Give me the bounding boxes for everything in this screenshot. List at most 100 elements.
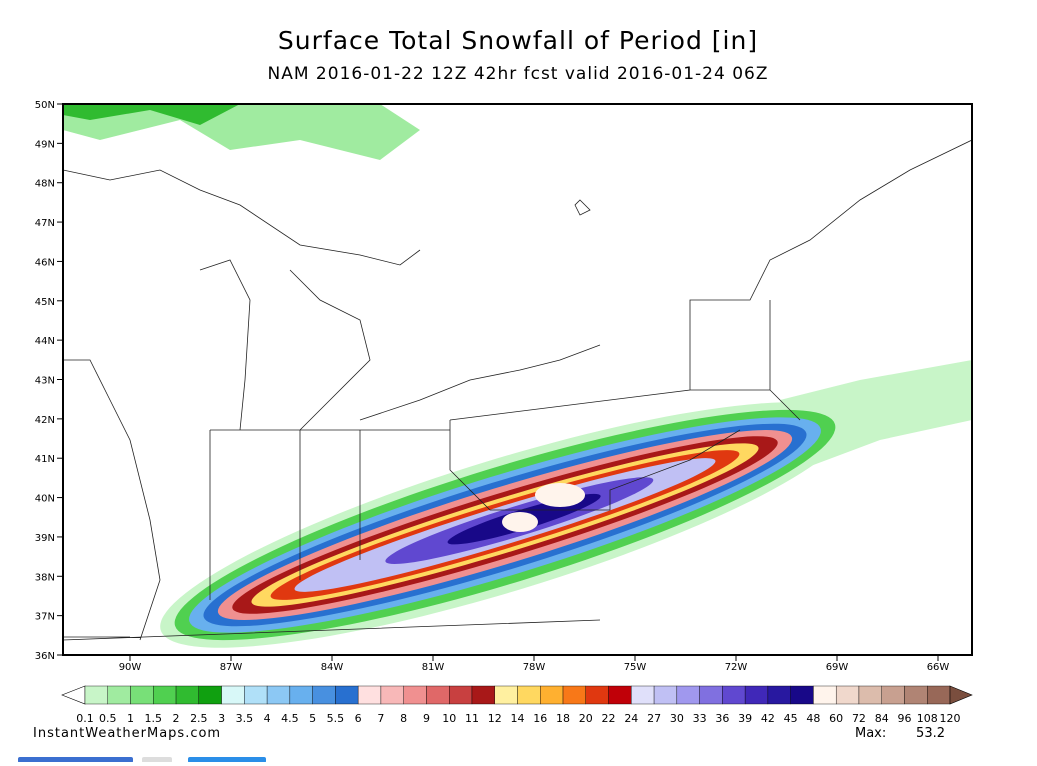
colorbar-arrow	[61, 685, 86, 705]
colorbar-label: 20	[579, 712, 593, 725]
lon-label: 87W	[220, 662, 243, 673]
colorbar-label: 96	[897, 712, 911, 725]
colorbar-label: 1.5	[145, 712, 163, 725]
colorbar-label: 5	[309, 712, 316, 725]
colorbar-label: 48	[806, 712, 820, 725]
lat-label: 38N	[35, 572, 55, 583]
lat-label: 40N	[35, 494, 55, 505]
lat-label: 37N	[35, 612, 55, 623]
lat-label: 45N	[35, 297, 55, 308]
lat-label: 48N	[35, 179, 55, 190]
lon-label: 69W	[826, 662, 849, 673]
colorbar-label: 9	[423, 712, 430, 725]
colorbar-label: 60	[829, 712, 843, 725]
subtitle: NAM 2016-01-22 12Z 42hr fcst valid 2016-…	[268, 64, 769, 84]
colorbar-label: 11	[465, 712, 479, 725]
colorbar-swatch	[562, 685, 586, 705]
lat-label: 39N	[35, 533, 55, 544]
colorbar-label: 33	[693, 712, 707, 725]
colorbar-label: 3	[218, 712, 225, 725]
colorbar-swatch	[403, 685, 427, 705]
title: Surface Total Snowfall of Period [in]	[278, 26, 758, 55]
colorbar-swatch	[631, 685, 655, 705]
colorbar-label: 12	[488, 712, 502, 725]
lon-label: 90W	[119, 662, 142, 673]
colorbar-label: 84	[875, 712, 889, 725]
lat-label: 42N	[35, 415, 55, 426]
colorbar-swatch	[244, 685, 268, 705]
colorbar-arrow	[949, 685, 973, 705]
colorbar-swatch	[449, 685, 473, 705]
lon-label: 84W	[321, 662, 344, 673]
colorbar-swatch	[153, 685, 177, 705]
colorbar-label: 4	[264, 712, 271, 725]
colorbar-swatch	[927, 685, 951, 705]
colorbar-swatch	[676, 685, 700, 705]
lat-label: 44N	[35, 336, 55, 347]
colorbar-swatch	[380, 685, 404, 705]
lat-label: 49N	[35, 139, 55, 150]
colorbar-swatch	[198, 685, 222, 705]
colorbar-label: 36	[715, 712, 729, 725]
colorbar-label: 8	[400, 712, 407, 725]
colorbar-label: 30	[670, 712, 684, 725]
colorbar-label: 39	[738, 712, 752, 725]
lat-label: 50N	[35, 100, 55, 111]
colorbar-swatch	[357, 685, 382, 705]
map-area	[63, 104, 972, 655]
colorbar-label: 18	[556, 712, 570, 725]
button[interactable]	[142, 757, 172, 763]
colorbar-label: 14	[511, 712, 525, 725]
colorbar-label: 16	[533, 712, 547, 725]
colorbar-label: 10	[442, 712, 456, 725]
credit: InstantWeatherMaps.com	[33, 726, 221, 741]
colorbar-label: 3.5	[236, 712, 254, 725]
colorbar-swatch	[494, 685, 518, 705]
lat-label: 41N	[35, 454, 55, 465]
colorbar-label: 1	[127, 712, 134, 725]
colorbar-swatch	[835, 685, 860, 705]
colorbar-swatch	[471, 685, 495, 705]
colorbar-swatch	[266, 685, 291, 705]
colorbar-label: 45	[784, 712, 798, 725]
colorbar-swatch	[335, 685, 359, 705]
colorbar-swatch	[585, 685, 609, 705]
max-label: Max:	[855, 726, 886, 741]
lon-label: 75W	[624, 662, 647, 673]
colorbar-swatch	[130, 685, 154, 705]
lat-label: 36N	[35, 651, 55, 662]
colorbar-swatch	[790, 685, 814, 705]
colorbar-swatch	[904, 685, 928, 705]
colorbar-label: 24	[624, 712, 638, 725]
colorbar-swatch	[608, 685, 632, 705]
colorbar-swatch	[175, 685, 200, 705]
lat-label: 46N	[35, 257, 55, 268]
colorbar-label: 120	[940, 712, 961, 725]
colorbar-label: 7	[377, 712, 384, 725]
button[interactable]	[188, 757, 266, 763]
colorbar-label: 42	[761, 712, 775, 725]
colorbar-swatch	[722, 685, 746, 705]
colorbar-label: 6	[355, 712, 362, 725]
colorbar-swatch	[289, 685, 313, 705]
colorbar-swatch	[540, 685, 564, 705]
colorbar-swatch	[767, 685, 791, 705]
colorbar-label: 108	[917, 712, 938, 725]
colorbar-swatch	[653, 685, 678, 705]
lat-label: 43N	[35, 376, 55, 387]
colorbar-label: 22	[602, 712, 616, 725]
colorbar-label: 2.5	[190, 712, 208, 725]
button[interactable]	[18, 757, 133, 763]
lon-label: 78W	[523, 662, 546, 673]
colorbar-swatch	[517, 685, 541, 705]
colorbar-label: 4.5	[281, 712, 299, 725]
colorbar-swatch	[312, 685, 336, 705]
colorbar-swatch	[744, 685, 769, 705]
lon-label: 66W	[927, 662, 950, 673]
max-value: 53.2	[916, 726, 945, 741]
lon-label: 81W	[422, 662, 445, 673]
colorbar-swatch	[426, 685, 450, 705]
colorbar-label: 27	[647, 712, 661, 725]
